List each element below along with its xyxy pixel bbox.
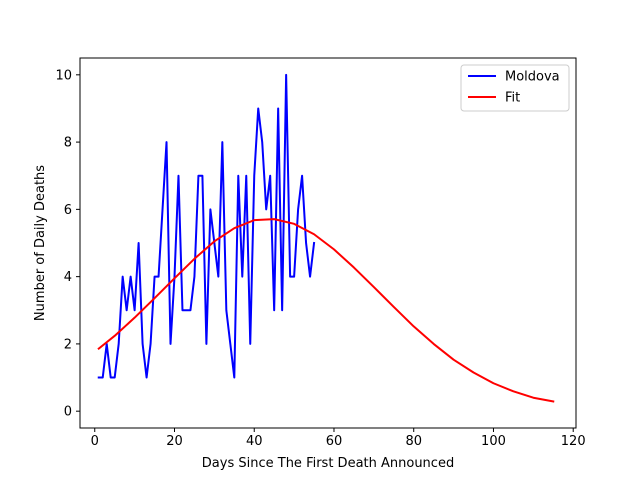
y-tick-label: 0 — [64, 405, 72, 420]
x-tick-label: 20 — [166, 434, 183, 449]
y-tick-label: 6 — [64, 203, 72, 218]
series-line-moldova — [97, 73, 316, 379]
axes-frame — [79, 57, 577, 429]
y-tick-label: 4 — [64, 270, 72, 285]
legend-fit-label: Fit — [505, 91, 520, 106]
y-tick-label: 8 — [64, 136, 72, 151]
legend: Moldova Fit — [460, 64, 570, 112]
plot-area: 0 20 40 60 80 100 120 0 2 4 6 8 10 — [55, 57, 586, 449]
legend-moldova-label: Moldova — [505, 70, 560, 85]
x-tick-label: 120 — [561, 434, 586, 449]
series-line-fit — [97, 218, 555, 403]
y-tick-label: 2 — [64, 337, 72, 352]
x-tick-label: 100 — [481, 434, 506, 449]
x-tick-label: 40 — [246, 434, 263, 449]
x-tick-label: 0 — [91, 434, 99, 449]
x-tick-label: 60 — [326, 434, 343, 449]
ticks-layer: 0 20 40 60 80 100 120 0 2 4 6 8 10 — [55, 68, 585, 449]
y-axis-label: Number of Daily Deaths — [33, 165, 48, 321]
x-axis-label: Days Since The First Death Announced — [202, 456, 454, 471]
x-tick-label: 80 — [405, 434, 422, 449]
y-tick-label: 10 — [55, 68, 72, 83]
axes-background — [80, 58, 576, 428]
series-layer — [97, 73, 555, 403]
